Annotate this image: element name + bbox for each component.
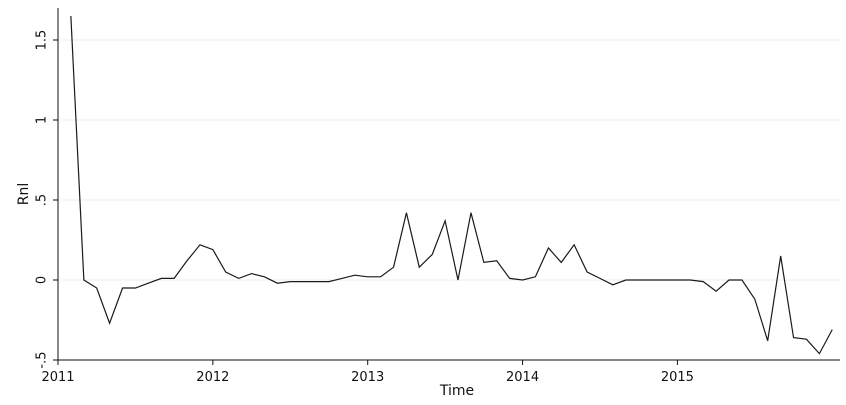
y-tick-label: 1.5 (35, 30, 50, 51)
data-point (83, 279, 85, 281)
data-point (341, 277, 343, 279)
x-tick-label: 2014 (506, 370, 539, 385)
series-line (70, 15, 833, 355)
y-tick-label: 1 (35, 116, 50, 124)
data-point (728, 279, 730, 281)
data-point (302, 280, 304, 282)
data-point (754, 298, 756, 300)
x-axis-ticks: 2011 2012 2013 2014 2015 (41, 360, 694, 385)
data-point (818, 352, 820, 354)
data-point (792, 336, 794, 338)
data-point (560, 261, 562, 263)
data-point (289, 280, 291, 282)
data-point (431, 253, 433, 255)
data-point (250, 272, 252, 274)
x-tick-label: 2011 (41, 370, 74, 385)
data-point (586, 271, 588, 273)
data-point (702, 280, 704, 282)
series-layer (70, 15, 833, 355)
y-tick-label: .5 (35, 194, 50, 206)
x-tick-label: 2013 (351, 370, 384, 385)
data-point (483, 261, 485, 263)
data-point (470, 212, 472, 214)
y-axis-title: Rnl (16, 183, 32, 206)
data-point (625, 279, 627, 281)
data-point (612, 284, 614, 286)
x-axis-title: Time (439, 383, 474, 399)
data-point (96, 287, 98, 289)
data-point (573, 244, 575, 246)
data-point (367, 276, 369, 278)
data-point (547, 247, 549, 249)
data-point (276, 282, 278, 284)
y-axis-ticks: -.5 0 .5 1 1.5 (35, 30, 58, 369)
data-point (225, 271, 227, 273)
data-point (741, 279, 743, 281)
data-point (173, 277, 175, 279)
data-point (766, 340, 768, 342)
data-point (676, 279, 678, 281)
data-point (134, 287, 136, 289)
data-point (637, 279, 639, 281)
data-point (354, 274, 356, 276)
y-tick-label: 0 (35, 276, 50, 284)
data-point (805, 338, 807, 340)
data-point (418, 266, 420, 268)
data-point (160, 277, 162, 279)
x-tick-label: 2015 (661, 370, 694, 385)
data-point (457, 279, 459, 281)
data-point (534, 276, 536, 278)
data-point (147, 282, 149, 284)
y-tick-label: -.5 (35, 351, 50, 368)
data-point (521, 279, 523, 281)
data-point (405, 212, 407, 214)
data-point (108, 322, 110, 324)
data-point (495, 260, 497, 262)
data-point (315, 280, 317, 282)
data-point (186, 260, 188, 262)
data-point (779, 255, 781, 257)
data-point (650, 279, 652, 281)
data-point (121, 287, 123, 289)
data-point (444, 220, 446, 222)
data-point (379, 276, 381, 278)
data-point (199, 244, 201, 246)
data-point (715, 290, 717, 292)
data-point (689, 279, 691, 281)
data-point (392, 266, 394, 268)
x-tick-label: 2012 (196, 370, 229, 385)
data-point (509, 277, 511, 279)
data-point (70, 15, 72, 17)
data-point (263, 276, 265, 278)
data-point (212, 248, 214, 250)
data-point (328, 280, 330, 282)
data-point (831, 328, 833, 330)
data-point (663, 279, 665, 281)
data-point (599, 277, 601, 279)
data-point (238, 277, 240, 279)
